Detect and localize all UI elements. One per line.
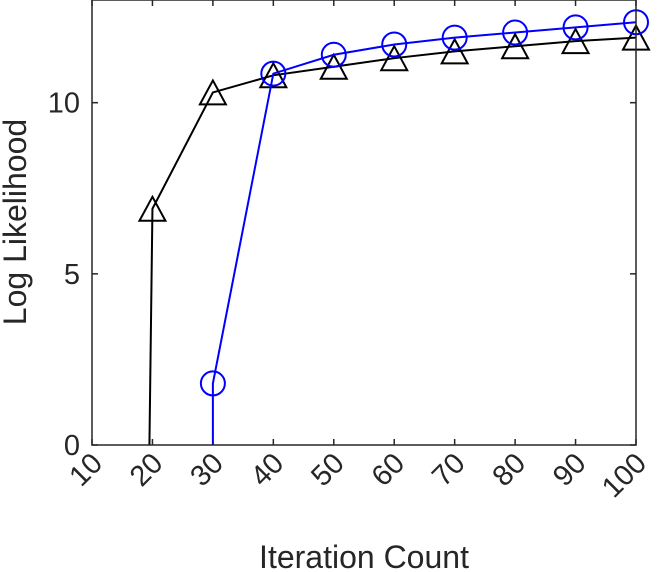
series-circle (199, 9, 649, 445)
x-tick-label: 20 (124, 447, 169, 492)
x-tick-label: 60 (366, 447, 411, 492)
plot-frame (91, 0, 637, 446)
circle-marker (320, 41, 347, 68)
y-axis-label: Log Likelihood (0, 119, 33, 325)
circle-marker (502, 19, 529, 46)
series-triangle (137, 23, 651, 446)
x-tick-label: 100 (596, 447, 653, 504)
x-tick-label: 50 (305, 447, 350, 492)
triangle-marker (258, 61, 289, 89)
triangle-marker (319, 52, 349, 80)
triangle-marker (500, 32, 530, 60)
x-tick-label: 80 (487, 447, 532, 492)
x-tick-label: 40 (245, 447, 290, 492)
triangle-marker (560, 26, 591, 55)
circle-marker (562, 14, 589, 41)
x-tick-label: 70 (426, 447, 471, 492)
triangle-marker (198, 78, 228, 106)
y-tick-label: 5 (64, 259, 80, 291)
series-circle-line (211, 21, 637, 445)
triangle-marker (137, 194, 168, 222)
x-axis-label: Iteration Count (259, 539, 469, 572)
y-tick-label: 0 (64, 430, 80, 462)
series-layer (137, 9, 651, 446)
series-triangle-line (148, 36, 637, 446)
triangle-marker (439, 37, 470, 65)
y-tick-label: 10 (48, 88, 80, 120)
circle-marker (199, 370, 226, 397)
x-tick-label: 90 (547, 447, 592, 492)
triangle-marker (379, 44, 409, 72)
circle-marker (441, 24, 468, 51)
circle-marker (381, 31, 408, 58)
plot-area (92, 0, 636, 445)
x-tick-label: 30 (184, 447, 229, 492)
circle-marker (260, 60, 287, 87)
